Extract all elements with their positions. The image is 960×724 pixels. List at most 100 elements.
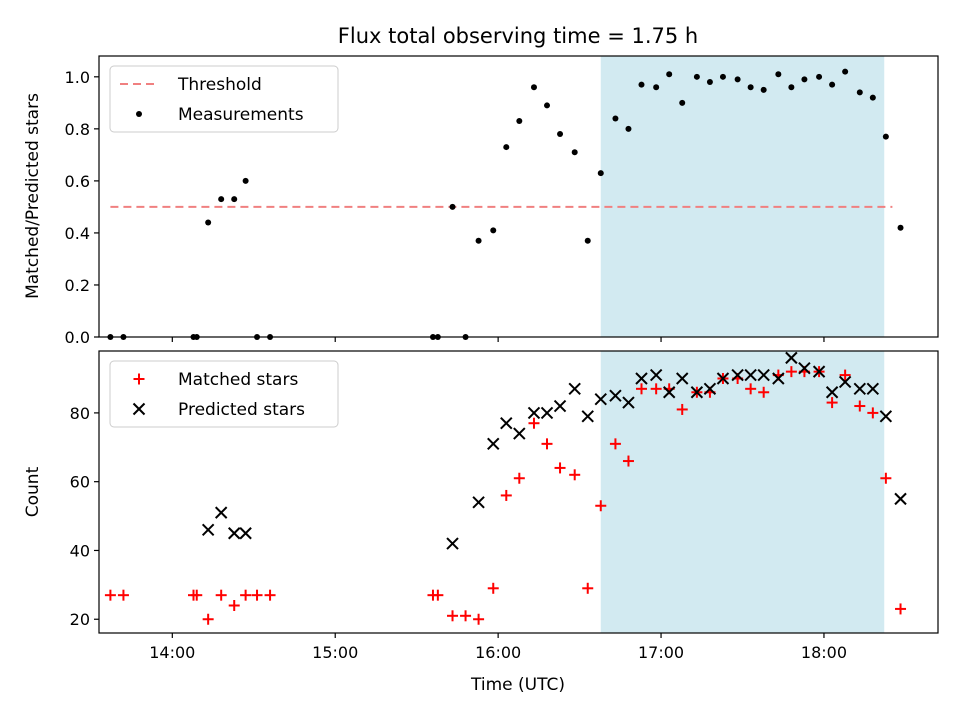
matched-stars-point-1 (117, 589, 129, 601)
matched-stars-point-12 (447, 610, 459, 622)
matched-stars-point-45 (895, 603, 907, 615)
matched-stars-point-29 (676, 403, 688, 415)
predicted-stars-point-30 (812, 365, 826, 378)
measurements-point-39 (816, 73, 823, 80)
matched-stars-point-17 (513, 472, 525, 484)
measurements-point-7 (242, 177, 249, 184)
predicted-stars-point-19 (662, 386, 676, 399)
measurements-point-26 (638, 81, 645, 88)
matched-stars-point-7 (240, 589, 252, 601)
predicted-stars-point-18 (649, 368, 663, 382)
predicted-stars-point-25 (744, 368, 757, 382)
y-tick-label: 80 (70, 404, 90, 423)
measurements-point-31 (706, 79, 713, 86)
predicted-stars-point-13 (581, 410, 594, 423)
measurements-point-19 (544, 102, 551, 109)
predicted-stars-point-7 (500, 417, 513, 430)
measurements-point-37 (788, 84, 795, 91)
legend-item: Threshold (120, 75, 262, 95)
x-tick-label: 17:00 (638, 643, 684, 662)
predicted-stars-point-21 (690, 386, 704, 399)
measurements-point-40 (829, 81, 836, 88)
matched-stars-point-11 (432, 589, 444, 601)
matched-stars-point-19 (541, 438, 553, 450)
measurements-point-18 (530, 84, 537, 91)
measurements-point-25 (625, 125, 632, 132)
predicted-stars-point-14 (594, 392, 607, 406)
measurements-point-36 (775, 71, 782, 78)
measurements-point-33 (734, 76, 741, 83)
matched-stars-point-27 (650, 383, 662, 395)
measurements-point-44 (882, 133, 889, 140)
matched-stars-point-24 (609, 438, 621, 450)
measurements-point-45 (897, 224, 904, 231)
predicted-stars-point-12 (568, 382, 581, 396)
predicted-stars-point-4 (446, 537, 459, 550)
x-axis-label: Time (UTC) (470, 675, 565, 695)
measurements-point-23 (597, 170, 604, 177)
observing-interval-shade (600, 351, 885, 633)
top-y-axis-label: Matched/Predicted stars (23, 93, 43, 299)
matched-stars-point-20 (554, 462, 566, 474)
predicted-stars-point-33 (853, 382, 867, 396)
legend: Threshold Measurements (109, 65, 339, 133)
predicted-stars-point-24 (731, 368, 744, 382)
y-tick-label: 20 (70, 610, 90, 629)
matched-stars-point-8 (251, 589, 263, 601)
measurements-point-32 (719, 73, 726, 80)
matched-stars-point-41 (839, 369, 851, 381)
bottom-y-axis-label: Count (23, 466, 43, 517)
predicted-stars-point-6 (487, 437, 500, 451)
observing-interval-shade (600, 56, 885, 337)
chart-title: Flux total observing time = 1.75 h (338, 24, 698, 48)
measurements-point-27 (653, 84, 660, 91)
predicted-stars-point-28 (785, 351, 798, 365)
predicted-stars-point-35 (879, 410, 893, 423)
matched-stars-point-4 (202, 613, 214, 625)
legend-box (109, 65, 339, 133)
predicted-stars-point-3 (239, 527, 252, 540)
predicted-stars-point-23 (716, 372, 730, 385)
x-tick-label: 18:00 (801, 643, 847, 662)
predicted-stars-point-15 (609, 389, 622, 402)
matched-stars-point-26 (635, 383, 647, 395)
matched-stars-point-37 (785, 366, 797, 378)
legend-item: Measurements (136, 105, 304, 125)
y-tick-label: 0.2 (65, 276, 90, 295)
matched-stars-point-15 (487, 582, 499, 594)
matched-stars-point-3 (191, 589, 203, 601)
matched-stars-point-25 (622, 455, 634, 467)
measurements-point-21 (571, 149, 578, 156)
predicted-stars-point-26 (757, 368, 770, 382)
measurements-point-6 (231, 196, 238, 203)
matched-stars-point-22 (582, 582, 594, 594)
x-tick-label: 14:00 (149, 643, 195, 662)
measurements-point-14 (475, 237, 482, 244)
measurements-point-30 (693, 73, 700, 80)
measurements-point-29 (679, 99, 686, 106)
measurements-point-28 (666, 71, 673, 78)
legend: Matched stars Predicted stars (109, 360, 339, 428)
matched-stars-point-42 (854, 400, 866, 412)
measurements-point-17 (516, 118, 523, 125)
y-tick-label: 40 (70, 541, 90, 560)
measurements-point-35 (760, 86, 767, 93)
matched-stars-point-6 (228, 599, 240, 611)
predicted-stars-point-36 (894, 492, 907, 506)
predicted-stars-point-2 (228, 527, 241, 540)
measurements-point-4 (205, 219, 212, 226)
legend-label: Threshold (177, 75, 262, 95)
matched-stars-point-16 (500, 489, 512, 501)
measurements-point-20 (557, 131, 564, 138)
matched-stars-point-34 (745, 383, 757, 395)
top-panel: 0.0 0.2 0.4 0.6 0.8 1.0 Threshold Measurements (65, 55, 939, 347)
y-tick-label: 0.6 (65, 172, 90, 191)
plot-frame (98, 350, 939, 634)
predicted-stars-point-9 (527, 406, 541, 420)
measurements-point-12 (449, 203, 456, 210)
predicted-stars-point-27 (772, 372, 785, 385)
predicted-stars-point-8 (513, 427, 526, 440)
matched-stars-point-35 (758, 386, 770, 398)
predicted-stars-point-32 (838, 375, 852, 389)
predicted-stars-point-16 (622, 396, 635, 409)
